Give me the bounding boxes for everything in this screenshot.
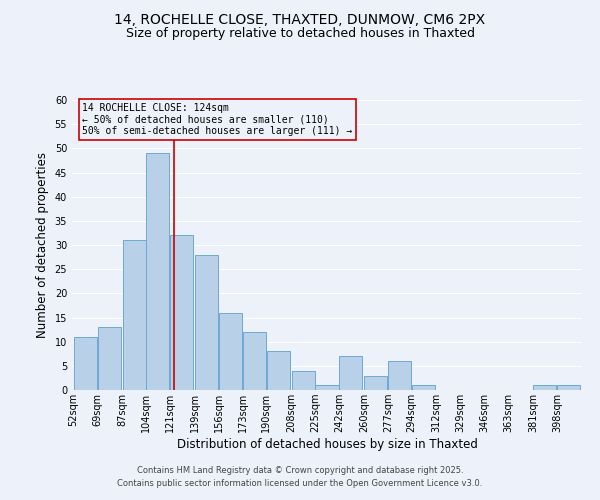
- Bar: [243, 332, 266, 390]
- Bar: [292, 370, 315, 390]
- X-axis label: Distribution of detached houses by size in Thaxted: Distribution of detached houses by size …: [176, 438, 478, 451]
- Bar: [219, 312, 242, 390]
- Bar: [98, 327, 121, 390]
- Text: Size of property relative to detached houses in Thaxted: Size of property relative to detached ho…: [125, 28, 475, 40]
- Bar: [316, 385, 338, 390]
- Text: 14 ROCHELLE CLOSE: 124sqm
← 50% of detached houses are smaller (110)
50% of semi: 14 ROCHELLE CLOSE: 124sqm ← 50% of detac…: [82, 103, 352, 136]
- Bar: [339, 356, 362, 390]
- Bar: [388, 361, 411, 390]
- Bar: [146, 153, 169, 390]
- Y-axis label: Number of detached properties: Number of detached properties: [36, 152, 49, 338]
- Bar: [364, 376, 388, 390]
- Bar: [74, 337, 97, 390]
- Bar: [122, 240, 146, 390]
- Text: Contains public sector information licensed under the Open Government Licence v3: Contains public sector information licen…: [118, 478, 482, 488]
- Bar: [533, 385, 556, 390]
- Text: 14, ROCHELLE CLOSE, THAXTED, DUNMOW, CM6 2PX: 14, ROCHELLE CLOSE, THAXTED, DUNMOW, CM6…: [115, 12, 485, 26]
- Text: Contains HM Land Registry data © Crown copyright and database right 2025.: Contains HM Land Registry data © Crown c…: [137, 466, 463, 475]
- Bar: [196, 254, 218, 390]
- Bar: [266, 352, 290, 390]
- Bar: [557, 385, 580, 390]
- Bar: [412, 385, 435, 390]
- Bar: [170, 236, 193, 390]
